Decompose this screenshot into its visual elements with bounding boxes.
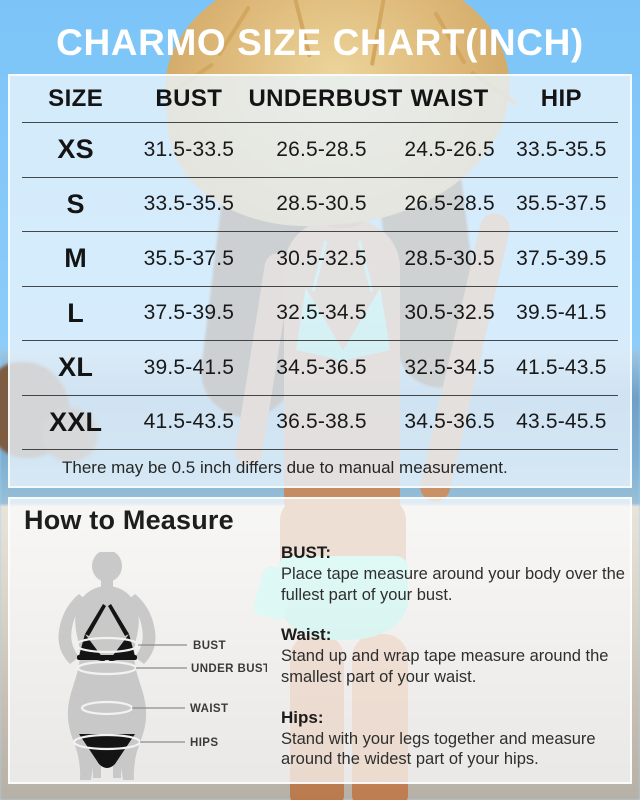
instruction-block-hips: Hips: Stand with your legs together and …: [281, 708, 629, 770]
bust-cell: 35.5-37.5: [143, 246, 235, 270]
hip-cell: 37.5-39.5: [516, 246, 607, 270]
table-row: M 35.5-37.5 30.5-32.5 28.5-30.5 37.5-39.…: [22, 232, 618, 287]
page-title: CHARMO SIZE CHART(INCH): [56, 22, 584, 63]
waist-cell: 28.5-30.5: [404, 246, 495, 270]
hip-cell: 39.5-41.5: [516, 301, 607, 325]
hip-cell: 41.5-43.5: [516, 355, 607, 379]
bust-cell: 37.5-39.5: [143, 301, 235, 325]
size-cell: XS: [57, 134, 94, 165]
size-cell: XL: [58, 352, 94, 383]
table-row: S 33.5-35.5 28.5-30.5 26.5-28.5 35.5-37.…: [22, 178, 618, 232]
instructions-list: BUST: Place tape measure around your bod…: [281, 543, 629, 790]
instruction-text: Stand up and wrap tape measure around th…: [281, 647, 609, 686]
size-cell: XXL: [49, 406, 103, 437]
hip-cell: 33.5-35.5: [516, 137, 607, 161]
table-row: L 37.5-39.5 32.5-34.5 30.5-32.5 39.5-41.…: [22, 287, 618, 341]
table-row: XL 39.5-41.5 34.5-36.5 32.5-34.5 41.5-43…: [22, 341, 618, 396]
size-cell: L: [67, 297, 84, 328]
column-header-size: SIZE: [48, 85, 104, 112]
bust-cell: 33.5-35.5: [143, 192, 235, 216]
underbust-cell: 36.5-38.5: [276, 410, 367, 434]
underbust-cell: 34.5-36.5: [276, 355, 367, 379]
instruction-block-waist: Waist: Stand up and wrap tape measure ar…: [281, 625, 629, 687]
instruction-label: Hips:: [281, 707, 324, 727]
diagram-label-hips: HIPS: [190, 737, 218, 749]
size-cell: S: [66, 188, 85, 219]
underbust-cell: 30.5-32.5: [276, 246, 367, 270]
measure-diagram: BUST UNDER BUST WAIST HIPS: [58, 552, 267, 780]
how-to-measure-panel: How to Measure: [8, 497, 632, 784]
bust-cell: 39.5-41.5: [143, 355, 235, 379]
instruction-label: Waist:: [281, 625, 332, 645]
hip-cell: 43.5-45.5: [516, 410, 607, 434]
instruction-text: Place tape measure around your body over…: [281, 565, 625, 604]
waist-cell: 26.5-28.5: [404, 192, 495, 216]
underbust-cell: 32.5-34.5: [276, 301, 367, 325]
bust-cell: 31.5-33.5: [143, 137, 235, 161]
column-header-waist: WAIST: [410, 85, 489, 112]
table-row: XS 31.5-33.5 26.5-28.5 24.5-26.5 33.5-35…: [22, 123, 618, 178]
instruction-label: BUST:: [281, 543, 332, 562]
measurement-note: There may be 0.5 inch differs due to man…: [62, 458, 508, 477]
underbust-cell: 26.5-28.5: [276, 137, 367, 161]
waist-cell: 32.5-34.5: [404, 355, 495, 379]
diagram-label-underbust: UNDER BUST: [191, 663, 267, 675]
bikini-bottom-shape: [79, 734, 135, 768]
instruction-text: Stand with your legs together and measur…: [281, 729, 596, 769]
measurement-note-row: There may be 0.5 inch differs due to man…: [22, 450, 618, 486]
bikini-top-shape: [77, 604, 137, 662]
table-header-row: SIZE BUST UNDERBUST WAIST HIP: [22, 76, 618, 123]
hip-cell: 35.5-37.5: [516, 192, 607, 216]
column-header-bust: BUST: [155, 85, 223, 112]
waist-cell: 34.5-36.5: [404, 410, 495, 434]
size-cell: M: [64, 243, 87, 274]
underbust-cell: 28.5-30.5: [276, 192, 367, 216]
instruction-block-bust: BUST: Place tape measure around your bod…: [281, 543, 629, 605]
waist-cell: 24.5-26.5: [404, 137, 495, 161]
waist-cell: 30.5-32.5: [404, 301, 495, 325]
diagram-label-waist: WAIST: [190, 703, 228, 715]
section-heading: How to Measure: [24, 505, 234, 535]
leader-lines: [132, 644, 187, 743]
column-header-underbust: UNDERBUST: [248, 85, 403, 112]
diagram-label-bust: BUST: [193, 640, 226, 652]
size-chart-panel: SIZE BUST UNDERBUST WAIST HIP XS 31.5-33…: [8, 74, 632, 488]
column-header-hip: HIP: [540, 85, 582, 112]
bust-cell: 41.5-43.5: [143, 410, 235, 434]
table-row: XXL 41.5-43.5 36.5-38.5 34.5-36.5 43.5-4…: [22, 396, 618, 450]
